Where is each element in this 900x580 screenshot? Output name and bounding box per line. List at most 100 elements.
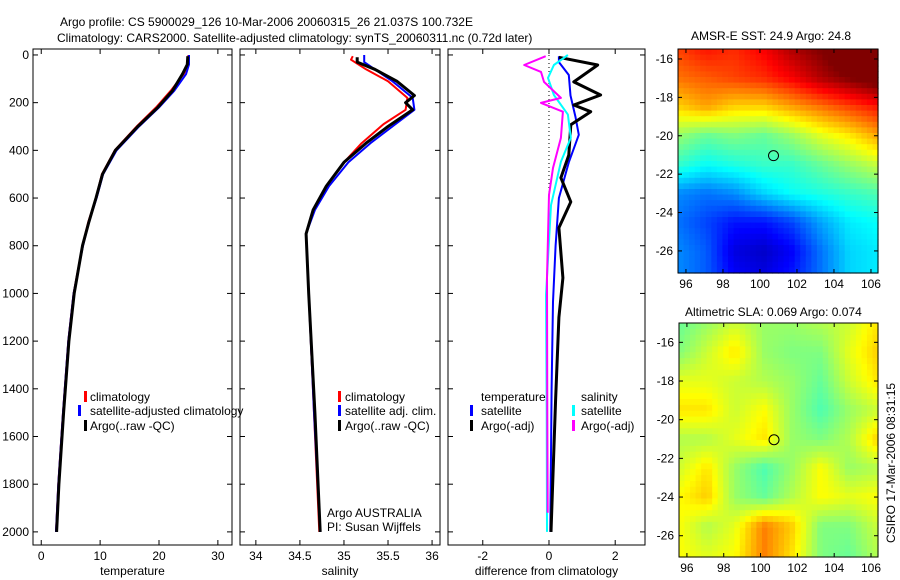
- sst-cell: [855, 49, 862, 56]
- sla-cell: [679, 369, 686, 377]
- sla-cell: [822, 440, 829, 447]
- sla-cell: [850, 451, 857, 459]
- sla-cell: [795, 457, 802, 464]
- sst-cell: [789, 88, 796, 95]
- sst-cell: [850, 222, 857, 229]
- sst-cell: [739, 205, 746, 212]
- sla-cell: [795, 410, 802, 418]
- sst-cell: [678, 261, 685, 268]
- sst-cell: [766, 77, 774, 84]
- sst-cell: [855, 105, 862, 112]
- sla-cell: [739, 346, 746, 353]
- sla-cell: [839, 527, 846, 535]
- sst-cell: [705, 138, 712, 145]
- sla-cell: [701, 416, 708, 424]
- sla-cell: [828, 328, 835, 336]
- sla-cell: [679, 410, 686, 418]
- sst-cell: [694, 149, 701, 156]
- sst-cell: [822, 217, 829, 224]
- sla-cell: [822, 404, 829, 412]
- sst-cell: [822, 233, 829, 240]
- sla-cell: [861, 516, 868, 523]
- sst-cell: [866, 256, 874, 263]
- sla-cell: [750, 328, 757, 336]
- sla-cell: [806, 527, 813, 535]
- sst-cell: [866, 166, 874, 173]
- sst-cell: [744, 261, 751, 268]
- legend-label: Argo(-adj): [481, 419, 534, 433]
- y-tick-label: 200: [9, 96, 29, 110]
- sst-cell: [839, 155, 846, 162]
- sla-cell: [695, 369, 702, 377]
- sla-cell: [750, 393, 757, 400]
- sst-cell: [783, 133, 790, 140]
- sla-cell: [806, 422, 813, 429]
- sla-cell: [872, 492, 879, 500]
- sst-cell: [694, 189, 701, 196]
- sst-cell: [794, 144, 801, 151]
- sst-cell: [805, 49, 812, 56]
- sst-cell: [783, 233, 790, 240]
- sla-cell: [817, 504, 824, 511]
- sla-cell: [679, 375, 686, 383]
- sst-cell: [778, 149, 785, 156]
- sst-cell: [850, 121, 857, 128]
- sla-cell: [822, 469, 829, 476]
- sla-cell: [844, 457, 851, 464]
- sla-cell: [706, 369, 713, 377]
- sla-cell: [717, 428, 724, 435]
- sst-cell: [839, 194, 846, 201]
- sla-cell: [690, 328, 697, 336]
- sla-cell: [695, 504, 702, 511]
- sst-cell: [733, 239, 740, 246]
- pi-label: PI: Susan Wijffels: [327, 520, 421, 534]
- sst-cell: [805, 88, 812, 95]
- sla-cell: [695, 510, 702, 517]
- sst-cell: [689, 65, 696, 72]
- sst-cell: [711, 228, 718, 235]
- sla-cell: [784, 457, 791, 464]
- sla-cell: [717, 334, 724, 342]
- sla-cell: [706, 533, 713, 541]
- sla-cell: [833, 434, 840, 441]
- sst-cell: [861, 138, 868, 145]
- sst-cell: [705, 211, 712, 218]
- sla-cell: [706, 352, 713, 359]
- sla-cell: [778, 323, 785, 330]
- sla-cell: [761, 346, 769, 353]
- sst-cell: [700, 144, 707, 151]
- sst-cell: [866, 71, 874, 78]
- sla-cell: [690, 375, 697, 383]
- sst-cell: [761, 155, 768, 162]
- sst-cell: [828, 200, 835, 207]
- sla-cell: [806, 363, 813, 371]
- sla-cell: [806, 516, 813, 523]
- sst-cell: [761, 133, 768, 140]
- sst-cell: [722, 172, 729, 179]
- sst-cell: [733, 60, 740, 67]
- sst-cell: [689, 217, 696, 224]
- sla-cell: [712, 363, 719, 371]
- sst-cell: [750, 88, 757, 95]
- sst-cell: [789, 155, 796, 162]
- sst-cell: [789, 82, 796, 89]
- sla-cell: [800, 516, 807, 523]
- sla-cell: [850, 545, 857, 552]
- sst-cell: [772, 177, 779, 184]
- sst-cell: [711, 183, 718, 190]
- sst-cell: [722, 177, 729, 184]
- sla-cell: [778, 551, 785, 558]
- sla-cell: [855, 498, 863, 505]
- sla-cell: [756, 475, 763, 482]
- sla-cell: [855, 404, 863, 412]
- sla-cell: [706, 445, 713, 453]
- sla-cell: [684, 551, 691, 558]
- sst-cell: [828, 211, 835, 218]
- sla-cell: [839, 416, 846, 424]
- sla-cell: [723, 504, 730, 511]
- sst-cell: [744, 138, 751, 145]
- sla-cell: [690, 533, 697, 541]
- sla-cell: [811, 387, 818, 394]
- sla-cell: [701, 428, 708, 435]
- sla-cell: [734, 328, 741, 336]
